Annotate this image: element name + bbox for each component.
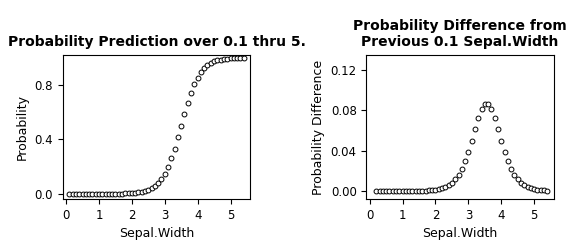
- Title: Probability Difference from
Previous 0.1 Sepal.Width: Probability Difference from Previous 0.1…: [353, 19, 567, 50]
- X-axis label: Sepal.Width: Sepal.Width: [423, 228, 498, 241]
- Y-axis label: Probability Difference: Probability Difference: [312, 60, 325, 194]
- Y-axis label: Probability: Probability: [16, 94, 29, 160]
- Title: Probability Prediction over 0.1 thru 5.: Probability Prediction over 0.1 thru 5.: [7, 35, 305, 50]
- X-axis label: Sepal.Width: Sepal.Width: [119, 228, 194, 241]
